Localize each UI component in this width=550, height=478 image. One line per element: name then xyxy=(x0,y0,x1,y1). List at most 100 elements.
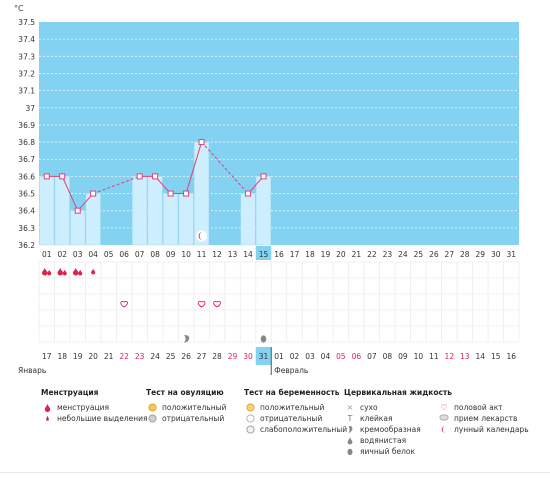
calendar-date-label: 21 xyxy=(104,352,114,361)
calendar-date-label: 19 xyxy=(73,352,83,361)
pregnancy-weak-icon xyxy=(244,424,256,435)
legend-menstruation: Менструация менструация небольшие выделе… xyxy=(41,388,148,424)
cycle-day-label: 23 xyxy=(383,250,393,259)
temperature-line xyxy=(43,139,267,214)
calendar-date-label: 29 xyxy=(228,352,238,361)
temperature-segment xyxy=(61,176,79,211)
today-highlight xyxy=(255,347,272,365)
cycle-day-label: 01 xyxy=(42,250,52,259)
cycle-day-label: 18 xyxy=(305,250,315,259)
temperature-point xyxy=(183,190,190,197)
cycle-day-label: 31 xyxy=(506,250,516,259)
cycle-day-label: 24 xyxy=(398,250,408,259)
temperature-bar xyxy=(39,176,55,246)
legend-pregnancy: Тест на беременность положительный отриц… xyxy=(244,388,347,435)
y-axis-unit: °C xyxy=(14,4,24,13)
dry-icon: × xyxy=(346,402,354,412)
legend-pregnancy-positive-label: положительный xyxy=(260,403,325,412)
watery-icon xyxy=(344,436,356,446)
legend-other: ♡ половой акт прием лекарств лунный кале… xyxy=(438,402,529,435)
creamy-icon xyxy=(184,335,190,343)
month-left-label: Январь xyxy=(18,366,46,375)
temperature-segment xyxy=(185,141,203,194)
temperature-bar xyxy=(85,193,101,246)
temperature-segment xyxy=(93,175,140,195)
y-tick-label: 37.5 xyxy=(18,18,35,27)
legend-menstruation-label: менструация xyxy=(57,403,109,412)
calendar-date-label: 20 xyxy=(88,352,98,361)
cycle-day-label: 22 xyxy=(367,250,377,259)
menstruation-drop-icon xyxy=(78,269,83,276)
small-drop-icon xyxy=(91,268,96,275)
calendar-date-label: 04 xyxy=(321,352,331,361)
y-tick-label: 36.8 xyxy=(18,138,35,147)
temperature-point xyxy=(260,173,267,180)
y-tick-label: 36.4 xyxy=(18,207,35,216)
calendar-date-label: 16 xyxy=(506,352,516,361)
cycle-day-label: 15 xyxy=(259,250,269,259)
calendar-date-label: 28 xyxy=(212,352,222,361)
cycle-day-label: 06 xyxy=(119,250,129,259)
calendar-date-label: 18 xyxy=(57,352,67,361)
calendar-date-label: 23 xyxy=(135,352,145,361)
temperature-point xyxy=(43,173,50,180)
y-tick-label: 37.4 xyxy=(18,35,35,44)
legend-pregnancy-title: Тест на беременность xyxy=(244,388,340,397)
calendar-date-label: 31 xyxy=(259,352,269,361)
legend-fluid-creamy-label: кремообразная xyxy=(360,425,421,434)
y-tick-label: 36.5 xyxy=(18,190,35,199)
cycle-day-label: 14 xyxy=(243,250,253,259)
calendar-date-label: 08 xyxy=(383,352,393,361)
temperature-bar xyxy=(132,176,148,246)
legend-fluid-sticky-label: клейкая xyxy=(360,414,393,423)
temperature-bar xyxy=(163,193,179,246)
moon-icon xyxy=(438,425,450,435)
menstruation-drop-icon xyxy=(73,267,79,276)
cycle-day-label: 25 xyxy=(414,250,424,259)
calendar-date-label: 12 xyxy=(445,352,455,361)
y-tick-label: 36.2 xyxy=(18,241,35,250)
temperature-point xyxy=(59,173,66,180)
calendar-date-label: 24 xyxy=(150,352,160,361)
legend-fluid-watery-label: водянистая xyxy=(360,436,407,445)
calendar-date-label: 10 xyxy=(414,352,424,361)
marker-rows xyxy=(38,261,520,343)
temperature-bars xyxy=(39,141,272,246)
creamy-icon xyxy=(344,425,356,435)
temperature-bar xyxy=(178,193,194,246)
legend-pregnancy-weak-label: слабоположительный xyxy=(260,425,348,434)
moon-icon-bg xyxy=(196,230,208,242)
legend: Менструация менструация небольшие выделе… xyxy=(0,388,550,478)
calendar-date-label: 30 xyxy=(243,352,253,361)
cycle-day-label: 29 xyxy=(476,250,486,259)
legend-ovulation-positive-label: положительный xyxy=(162,403,227,412)
legend-ovulation: Тест на овуляцию положительный отрицател… xyxy=(146,388,226,424)
legend-pregnancy-negative-label: отрицательный xyxy=(260,414,323,423)
cycle-day-label: 08 xyxy=(150,250,160,259)
current-day-highlight xyxy=(255,246,272,260)
calendar-date-label: 05 xyxy=(336,352,346,361)
eggwhite-icon xyxy=(344,447,356,457)
calendar-date-label: 07 xyxy=(367,352,377,361)
ovulation-positive-icon xyxy=(146,402,158,413)
legend-intercourse-label: половой акт xyxy=(454,403,503,412)
cycle-day-label: 05 xyxy=(104,250,114,259)
cycle-day-label: 28 xyxy=(460,250,470,259)
pill-icon xyxy=(438,414,450,424)
calendar-date-label: 02 xyxy=(290,352,300,361)
legend-fluid-dry-label: сухо xyxy=(360,403,378,412)
temperature-bar xyxy=(70,210,86,246)
temperature-point xyxy=(74,207,81,214)
grid-lines xyxy=(39,38,519,229)
legend-spotting-label: небольшие выделения xyxy=(57,414,148,423)
cycle-day-label: 10 xyxy=(181,250,191,259)
legend-medication-label: прием лекарств xyxy=(454,414,518,423)
menstruation-drop-icon xyxy=(41,402,53,413)
calendar-date-labels: 17 18 19 20 21 22 23 24 25 26 27 28 29 30 31 01 02 03 04 05… xyxy=(18,347,516,375)
calendar-date-label: 25 xyxy=(166,352,176,361)
legend-ovulation-negative-label: отрицательный xyxy=(162,414,225,423)
legend-fluid: Цервикальная жидкость × сухо T клейкая к… xyxy=(344,388,452,457)
temperature-bar xyxy=(256,176,272,246)
temperature-bar xyxy=(147,176,163,246)
calendar-date-label: 01 xyxy=(274,352,284,361)
